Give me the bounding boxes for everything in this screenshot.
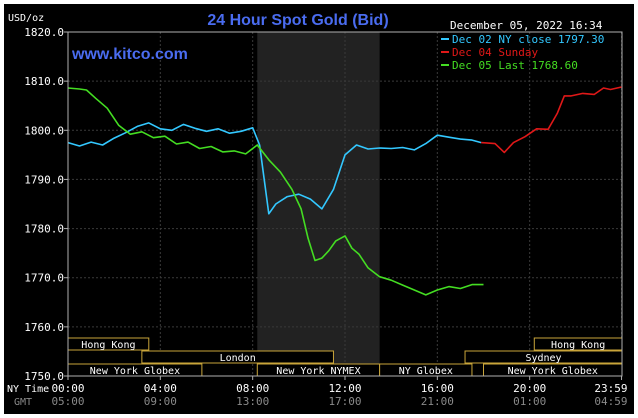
legend-entry: Dec 02 NY close 1797.30	[452, 33, 604, 46]
y-tick-label: 1770.0	[24, 272, 64, 285]
x-tick-label-gmt: 17:00	[328, 395, 361, 408]
session-label: London	[220, 353, 256, 364]
x-tick-label-gmt: 04:59	[594, 395, 627, 408]
x-tick-label-gmt: 09:00	[144, 395, 177, 408]
series-line	[481, 86, 622, 154]
x-tick-label-ny: 04:00	[144, 382, 177, 395]
legend-entry: Dec 04 Sunday	[452, 46, 538, 59]
x-tick-label-ny: 08:00	[236, 382, 269, 395]
x-tick-label-gmt: 01:00	[513, 395, 546, 408]
kitco-watermark: www.kitco.com	[71, 46, 188, 63]
x-tick-label-gmt: 21:00	[421, 395, 454, 408]
x-tick-label-ny: 00:00	[51, 382, 84, 395]
price-series	[67, 86, 622, 296]
nymex-highlight-layer	[257, 32, 380, 376]
x-tick-label-ny: 12:00	[328, 382, 361, 395]
y-axis: 1820.0 1810.0 1800.0 1790.0 1780.0 1770.0 1760…	[24, 26, 68, 383]
x-tick-label-ny: 23:59	[594, 382, 627, 395]
y-axis-unit-label: USD/oz	[8, 13, 44, 24]
session-label: NY Globex	[399, 366, 453, 377]
legend-entry: Dec 05 Last 1768.60	[452, 59, 578, 72]
y-tick-label: 1790.0	[24, 173, 64, 186]
y-tick-label: 1800.0	[24, 124, 64, 137]
gmt-label: GMT	[14, 397, 32, 408]
series-line	[67, 87, 484, 296]
session-label: New York NYMEX	[276, 366, 360, 377]
y-tick-label: 1760.0	[24, 321, 64, 334]
x-tick-label-ny: 20:00	[513, 382, 546, 395]
chart-datetime: December 05, 2022 16:34	[450, 19, 603, 32]
session-label: New York Globex	[90, 366, 180, 377]
session-label: Hong Kong	[551, 340, 605, 351]
session-bar	[141, 350, 334, 364]
session-label: Hong Kong	[81, 340, 135, 351]
session-label: Sydney	[525, 353, 561, 364]
session-label: New York Globex	[508, 366, 598, 377]
y-tick-label: 1820.0	[24, 26, 64, 39]
ny-time-label: NY Time	[7, 384, 49, 395]
x-tick-label-gmt: 05:00	[51, 395, 84, 408]
chart-title: 24 Hour Spot Gold (Bid)	[207, 12, 388, 29]
series-line	[67, 122, 482, 215]
nymex-highlight-band	[257, 32, 380, 376]
x-tick-label-ny: 16:00	[421, 382, 454, 395]
y-tick-label: 1750.0	[24, 370, 64, 383]
x-tick-label-gmt: 13:00	[236, 395, 269, 408]
y-tick-label: 1780.0	[24, 223, 64, 236]
y-tick-label: 1810.0	[24, 75, 64, 88]
